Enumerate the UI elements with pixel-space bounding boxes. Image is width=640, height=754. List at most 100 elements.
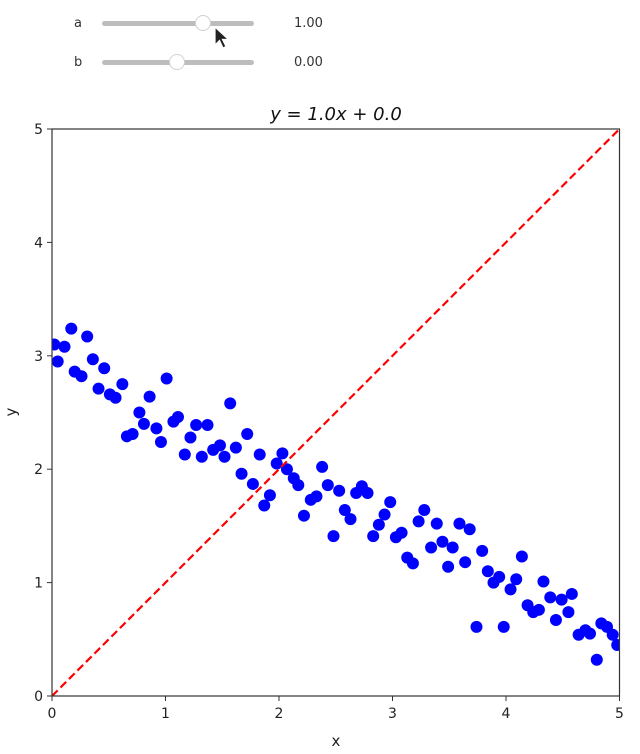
data-point [476,544,489,557]
data-point [532,603,545,616]
data-point [143,390,156,403]
data-point [253,448,266,461]
data-point [497,620,510,633]
data-point [583,627,596,640]
x-tick-label: 2 [275,706,284,722]
data-point [327,530,340,543]
data-point [195,450,208,463]
data-point [333,484,346,497]
data-point [372,518,385,531]
data-point [338,504,351,517]
slider-a-label: a [74,16,82,31]
slider-b-label: b [74,55,83,70]
data-point [565,587,578,600]
chart-title: y = 1.0x + 0.0 [269,104,402,125]
data-point [292,479,305,492]
data-point [52,355,64,368]
data-point [98,362,111,375]
data-point [190,418,203,431]
data-point [384,496,397,509]
data-point [378,508,391,521]
data-point [537,575,550,588]
data-point [442,560,455,573]
mouse-cursor-icon [214,26,231,49]
y-axis-label: y [2,407,20,416]
data-point [58,340,71,353]
data-point [178,448,191,461]
data-point [86,353,99,366]
slider-a-track[interactable] [102,21,254,26]
data-point [246,477,259,490]
fit-line [52,129,620,696]
data-point [361,487,374,500]
data-point [590,653,603,666]
slider-a-handle[interactable] [195,15,211,31]
y-tick-label: 1 [34,576,43,592]
data-point [418,504,431,517]
x-tick-label: 4 [502,706,511,722]
data-point [395,526,408,539]
data-point [184,431,197,444]
y-tick-label: 4 [34,235,43,251]
data-point [133,406,146,419]
data-point [470,620,483,633]
slider-a-value: 1.00 [294,16,323,31]
data-point [213,439,226,452]
data-point [310,490,323,503]
data-point [229,441,242,454]
data-point [126,428,139,441]
x-axis-label: x [332,732,341,750]
data-point [81,330,94,343]
data-point [510,573,523,586]
slider-b-value: 0.00 [294,55,323,70]
slider-a-row: a 1.00 [0,12,400,36]
y-tick-label: 5 [34,122,43,138]
data-point [611,638,620,651]
data-point [406,557,419,570]
data-point [544,591,557,604]
data-point [150,422,163,435]
data-point [280,463,293,476]
data-point [160,372,173,385]
slider-b-row: b 0.00 [0,51,400,75]
data-point [65,322,78,335]
data-point [116,378,129,391]
data-point [412,515,425,528]
data-point [562,606,575,619]
data-point [316,460,329,473]
data-point [109,391,122,404]
data-point [481,565,494,578]
data-point [555,593,568,606]
data-point [367,530,380,543]
data-point [52,338,61,351]
y-tick-label: 3 [34,349,43,365]
data-point [171,411,184,424]
data-point [297,509,310,522]
data-point [235,467,248,480]
data-point [258,499,271,512]
data-point [459,556,472,569]
data-point [425,541,438,554]
y-tick-label: 2 [34,462,43,478]
plot-frame [51,128,621,697]
y-tick-label: 0 [34,689,43,705]
data-point [201,418,214,431]
x-tick-label: 3 [388,706,397,722]
data-point [430,517,443,530]
data-point [263,489,276,502]
data-point [515,550,528,563]
x-tick-label: 1 [161,706,170,722]
data-point [504,583,517,596]
data-point [241,428,254,441]
data-point [463,523,476,536]
data-point [92,382,105,395]
data-point [493,570,506,583]
data-point [606,628,619,641]
x-tick-label: 5 [615,706,624,722]
slider-b-handle[interactable] [169,54,185,70]
data-point [446,541,459,554]
data-point [276,447,289,460]
x-tick-label: 0 [48,706,57,722]
data-point [218,450,231,463]
